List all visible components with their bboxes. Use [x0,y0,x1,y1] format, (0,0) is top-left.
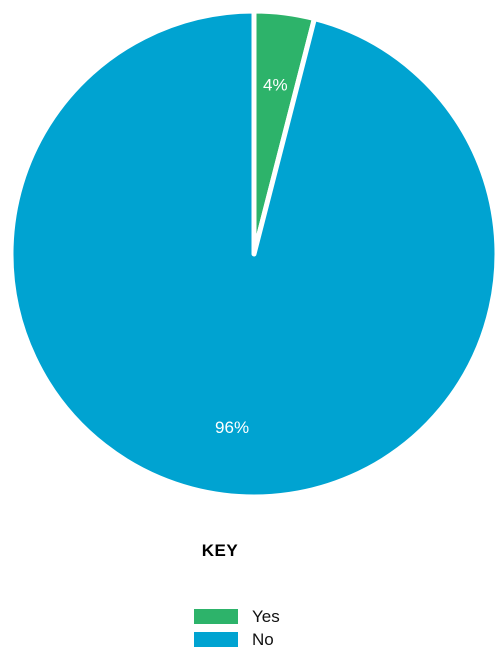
legend-item-no: No [194,628,280,651]
pie-label-no: 96% [215,418,249,437]
pie-chart: 4% 96% [8,8,497,500]
pie-label-yes: 4% [263,76,288,95]
pie-labels: 4% 96% [215,76,288,437]
legend-label-yes: Yes [252,606,280,626]
legend-item-yes: Yes [194,605,280,628]
legend-label-no: No [252,629,274,649]
pie-slice-no [8,8,497,500]
pie-slices [8,8,497,500]
legend-title: KEY [201,541,239,560]
legend: Yes No [194,605,280,651]
legend-swatch-no [194,632,238,647]
legend-swatch-yes [194,609,238,624]
